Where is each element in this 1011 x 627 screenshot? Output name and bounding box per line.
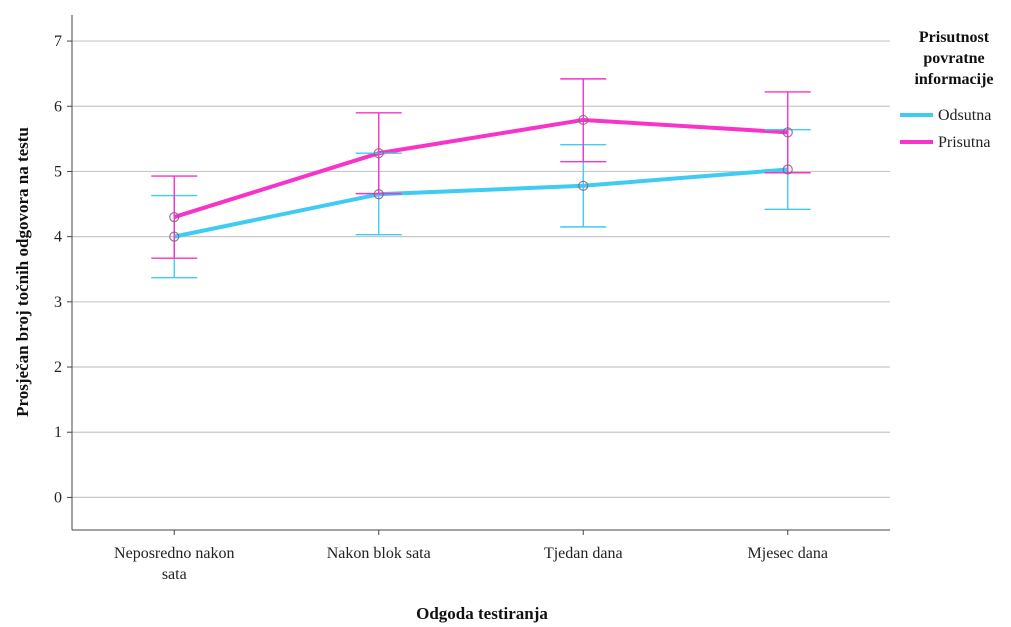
gridlines xyxy=(72,40,890,499)
data-point xyxy=(782,164,793,175)
data-point xyxy=(373,189,384,200)
x-tick-label: Neposredno nakon sata xyxy=(114,545,234,583)
y-tick-label: 3 xyxy=(54,294,62,311)
data-point xyxy=(169,231,180,242)
y-tick-label: 6 xyxy=(54,98,62,115)
legend-title: Prisutnost povratne informacije xyxy=(914,29,993,88)
error-bars xyxy=(151,78,811,279)
y-tick-label: 4 xyxy=(54,229,62,246)
data-point xyxy=(782,127,793,138)
y-tick-label: 1 xyxy=(54,424,62,441)
y-tick-label: 0 xyxy=(54,489,62,506)
legend-label: Prisutna xyxy=(938,134,990,151)
data-point xyxy=(169,211,180,223)
series-lines xyxy=(173,117,788,239)
y-tick-labels: 0 1 2 3 4 5 6 7 xyxy=(54,33,72,506)
data-point xyxy=(578,114,589,126)
x-tick-label: Nakon blok sata xyxy=(327,545,431,562)
data-point xyxy=(578,180,589,191)
x-axis-title: Odgoda testiranja xyxy=(416,604,548,623)
y-tick-label: 2 xyxy=(54,359,62,376)
x-tick-label: Mjesec dana xyxy=(748,545,828,562)
point-markers xyxy=(169,114,793,242)
data-point xyxy=(373,148,384,159)
legend-label: Odsutna xyxy=(938,107,991,124)
legend: Prisutnost povratne informacije Odsutna Pris… xyxy=(900,29,994,151)
y-tick-label: 5 xyxy=(54,163,62,180)
y-tick-label: 7 xyxy=(54,33,62,50)
series-line-prisutna xyxy=(173,117,788,219)
x-tick-labels: Neposredno nakon sata Nakon blok sata Tjeda… xyxy=(114,530,828,583)
y-axis-title: Prosječan broj točnih odgovora na testu xyxy=(13,127,32,417)
series-line-odsutna xyxy=(173,167,788,239)
x-tick-label: Tjedan dana xyxy=(544,545,623,562)
